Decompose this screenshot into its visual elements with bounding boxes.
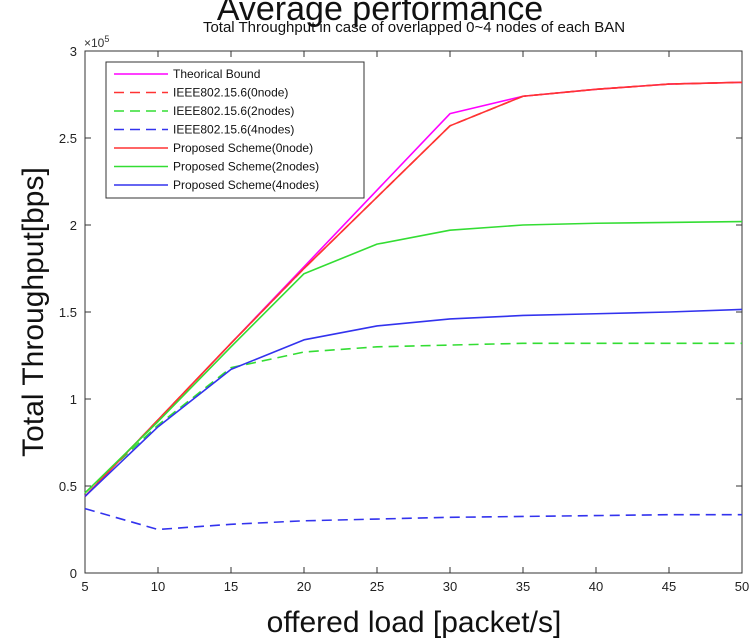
legend-label: IEEE802.15.6(2nodes) [173,104,294,118]
y-exponent-base: ×10 [84,36,105,50]
series-line-ieee802-15-6-4nodes [84,507,742,531]
legend-items: Theorical Bound IEEE802.15.6(0node) IEEE80… [114,67,319,192]
x-tick-label: 15 [224,579,238,594]
y-tick-label: 0.5 [59,479,77,494]
y-exponent-power: 5 [104,34,109,44]
y-tick-label: 2 [70,218,77,233]
legend-label: Theorical Bound [173,67,260,81]
x-axis-label: offered load [packet/s] [267,606,562,639]
chart-title: Total Throughput in case of overlapped 0… [203,19,625,36]
x-tick-label: 35 [516,579,530,594]
legend-label: Proposed Scheme(0node) [173,141,313,155]
x-tick-label: 20 [297,579,311,594]
y-exponent-label: ×105 [84,34,109,50]
x-tick-label: 40 [589,579,603,594]
series-line-ieee802-15-6-2nodes [84,342,742,494]
series-line-proposed-scheme-0node [84,81,743,497]
overlay-title: Average performance [217,0,543,28]
x-tick-label: 25 [370,579,384,594]
y-axis-label: Total Throughput[bps] [17,167,50,457]
legend-label: IEEE802.15.6(4nodes) [173,123,294,137]
legend-label: Proposed Scheme(4nodes) [173,178,319,192]
y-tick-label: 1.5 [59,305,77,320]
y-tick-label: 2.5 [59,131,77,146]
x-tick-label: 5 [81,579,88,594]
x-tick-label: 45 [662,579,676,594]
y-axis-ticks: 0 0.5 1 1.5 2 2.5 3 [59,44,742,581]
y-tick-label: 0 [70,566,77,581]
legend: Theorical Bound IEEE802.15.6(0node) IEEE80… [105,61,365,199]
x-axis-ticks: 5 10 15 20 25 30 35 40 45 50 [81,51,749,594]
x-tick-label: 50 [735,579,749,594]
legend-label: Proposed Scheme(2nodes) [173,160,319,174]
series-lines [84,81,743,531]
y-tick-label: 3 [70,44,77,59]
series-line-proposed-scheme-2nodes [84,220,743,494]
series-line-proposed-scheme-4nodes [84,308,743,498]
y-tick-label: 1 [70,392,77,407]
legend-label: IEEE802.15.6(0node) [173,86,288,100]
x-tick-label: 30 [443,579,457,594]
x-tick-label: 10 [151,579,165,594]
